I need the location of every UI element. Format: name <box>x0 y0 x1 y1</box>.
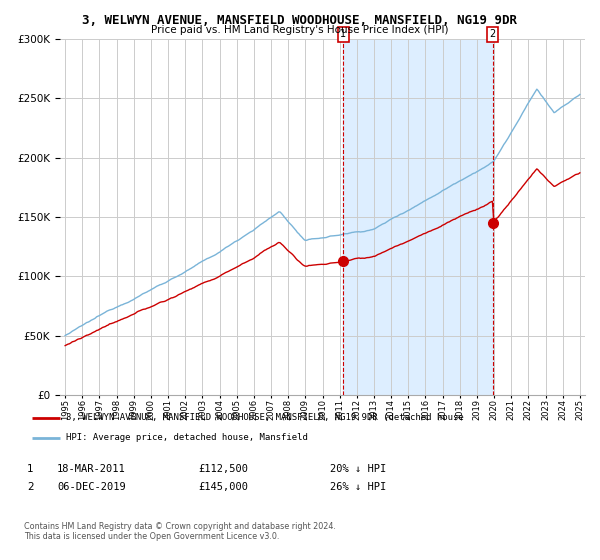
Text: Price paid vs. HM Land Registry's House Price Index (HPI): Price paid vs. HM Land Registry's House … <box>151 25 449 35</box>
Text: 1: 1 <box>340 29 346 39</box>
Text: HPI: Average price, detached house, Mansfield: HPI: Average price, detached house, Mans… <box>66 433 308 442</box>
Text: 2: 2 <box>27 482 34 492</box>
Text: 20% ↓ HPI: 20% ↓ HPI <box>330 464 386 474</box>
Text: £145,000: £145,000 <box>198 482 248 492</box>
Text: 18-MAR-2011: 18-MAR-2011 <box>57 464 126 474</box>
Text: 06-DEC-2019: 06-DEC-2019 <box>57 482 126 492</box>
Text: 1: 1 <box>27 464 34 474</box>
Text: 3, WELWYN AVENUE, MANSFIELD WOODHOUSE, MANSFIELD, NG19 9DR (detached house: 3, WELWYN AVENUE, MANSFIELD WOODHOUSE, M… <box>66 413 464 422</box>
Text: 26% ↓ HPI: 26% ↓ HPI <box>330 482 386 492</box>
Bar <box>343 39 493 395</box>
Text: Contains HM Land Registry data © Crown copyright and database right 2024.
This d: Contains HM Land Registry data © Crown c… <box>24 522 336 542</box>
Text: 2: 2 <box>490 29 496 39</box>
Text: £112,500: £112,500 <box>198 464 248 474</box>
Text: 3, WELWYN AVENUE, MANSFIELD WOODHOUSE, MANSFIELD, NG19 9DR: 3, WELWYN AVENUE, MANSFIELD WOODHOUSE, M… <box>83 14 517 27</box>
